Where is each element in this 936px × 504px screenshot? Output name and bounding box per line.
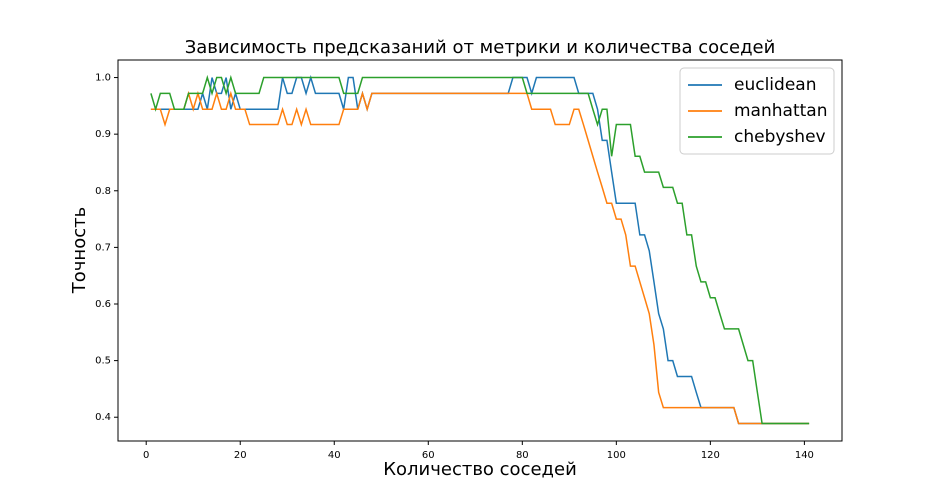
x-tick-label: 0 [143,450,149,461]
y-tick-label: 0.4 [95,412,111,423]
chart-title: Зависимость предсказаний от метрики и ко… [185,37,776,58]
x-tick-label: 80 [516,450,529,461]
y-tick-label: 0.8 [95,186,111,197]
line-series [150,90,810,425]
line-series [150,74,810,425]
x-tick-label: 100 [607,450,626,461]
x-tick-label: 40 [328,450,341,461]
y-tick-label: 1.0 [95,73,111,84]
x-tick-label: 140 [795,450,814,461]
x-tick-label: 60 [422,450,435,461]
legend-label: manhattan [734,101,827,121]
legend-label: euclidean [734,75,816,95]
legend-label: chebyshev [734,127,826,147]
y-tick-label: 0.5 [95,356,111,367]
x-axis-label: Количество соседей [383,459,577,480]
x-tick-label: 20 [234,450,247,461]
x-tick-label: 120 [701,450,720,461]
y-tick-label: 0.9 [95,129,111,140]
y-tick-label: 0.7 [95,242,111,253]
legend-frame [679,67,835,155]
legend: euclidean manhattan chebyshev [679,67,835,155]
plot-frame [117,59,843,442]
y-tick-label: 0.6 [95,299,111,310]
y-axis-label: Точность [69,207,90,294]
